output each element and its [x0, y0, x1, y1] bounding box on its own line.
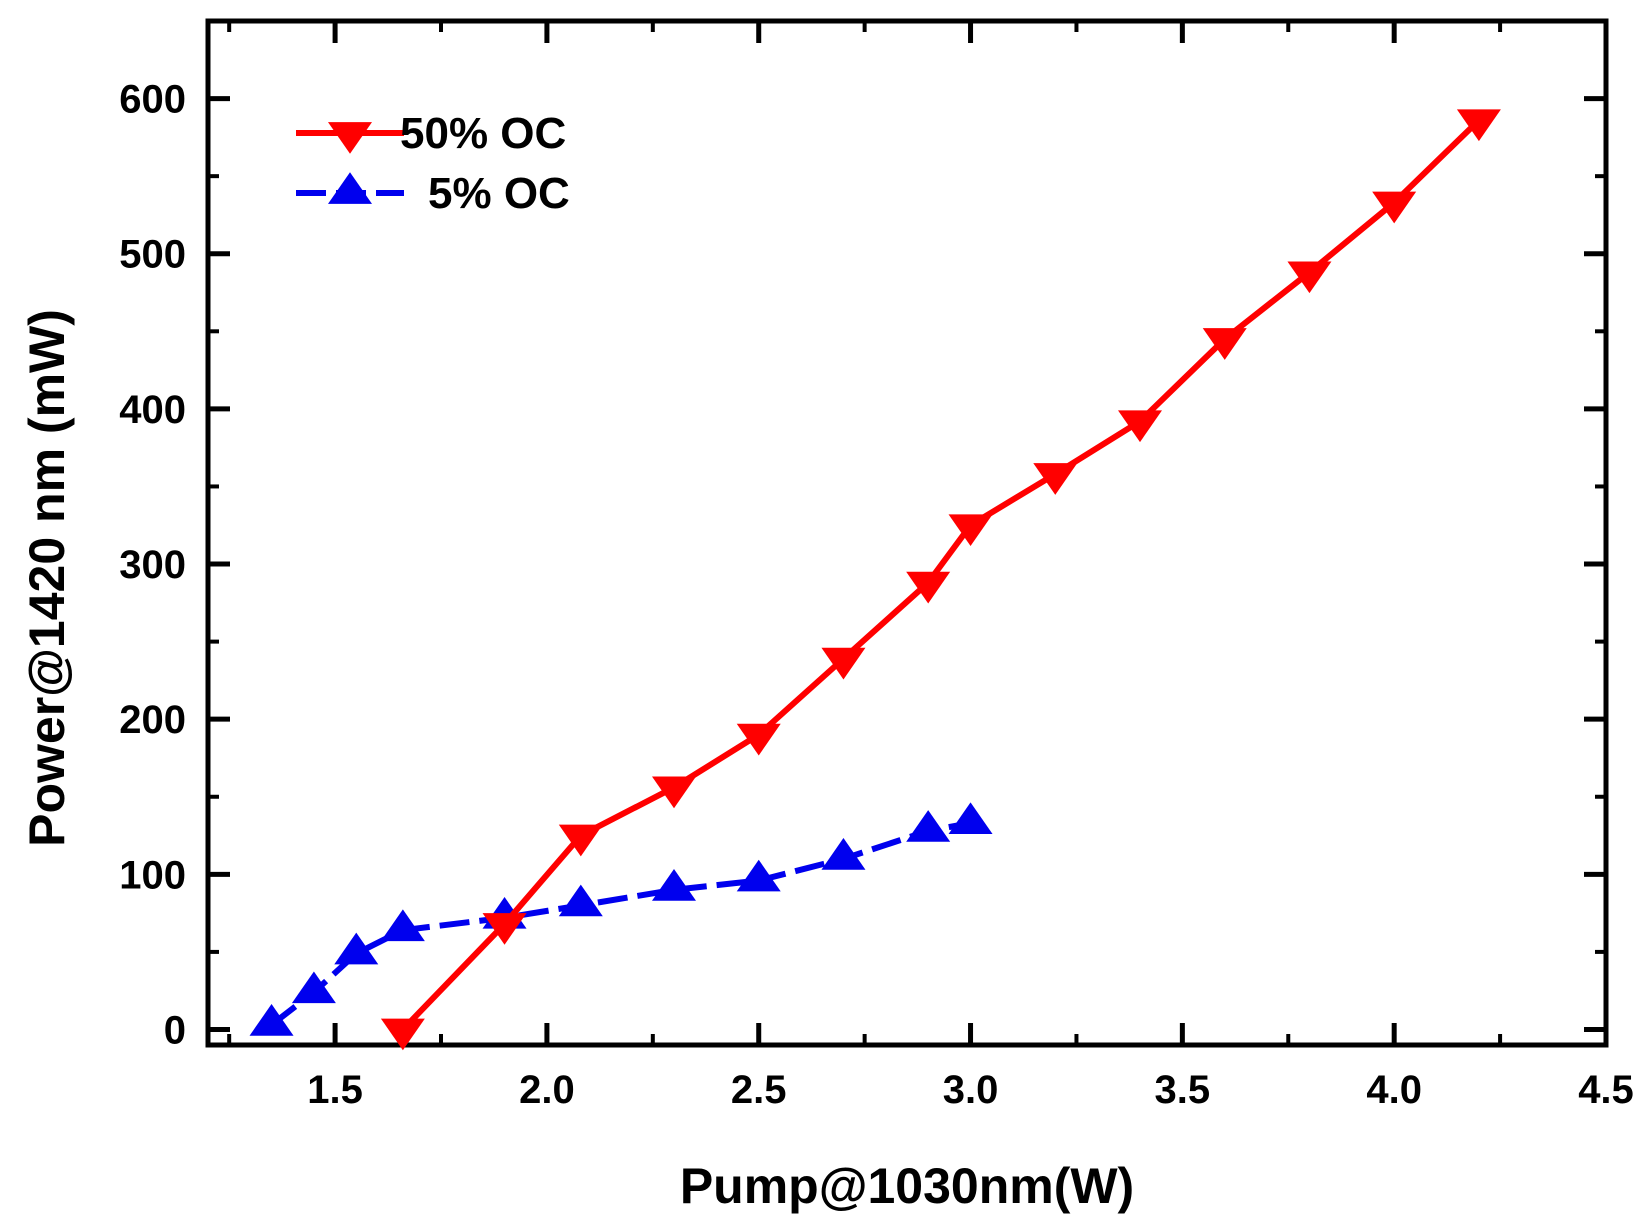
- data-point-5-oc: [906, 810, 951, 842]
- data-point-5-oc: [948, 802, 993, 835]
- tick-labels: 1.5 2.0 2.5 3.0 3.5 4.0 4.5 0 100 200 300 400 500 600: [119, 78, 1634, 1112]
- legend-marker: [328, 172, 372, 204]
- x-tick-label: 2.0: [519, 1068, 575, 1112]
- data-point-50-oc: [1033, 463, 1078, 495]
- y-axis-label: Power@1420 nm (mW): [19, 309, 75, 847]
- x-tick-label: 4.5: [1578, 1068, 1634, 1112]
- x-axis-label: Pump@1030nm(W): [680, 1158, 1134, 1214]
- data-point-50-oc: [1372, 191, 1417, 224]
- y-tick-label: 200: [119, 698, 186, 742]
- data-point-50-oc: [736, 723, 781, 756]
- data-point-5-oc: [291, 971, 336, 1004]
- data-point-5-oc: [380, 909, 425, 942]
- data-point-50-oc: [1202, 328, 1247, 360]
- data-point-50-oc: [906, 571, 951, 604]
- data-point-5-oc: [736, 859, 781, 892]
- ticks: [208, 21, 1609, 1045]
- data-point-50-oc: [380, 1018, 425, 1051]
- data-point-5-oc: [334, 932, 379, 965]
- series-layer: [249, 109, 1501, 1051]
- y-tick-label: 300: [119, 543, 186, 587]
- legend-marker: [328, 122, 372, 154]
- data-point-5-oc: [558, 884, 603, 917]
- y-tick-label: 0: [164, 1008, 186, 1052]
- data-point-5-oc: [249, 1004, 294, 1036]
- x-tick-label: 1.5: [307, 1068, 363, 1112]
- series-line-5-oc: [269, 820, 972, 1028]
- x-tick-label: 3.0: [943, 1068, 999, 1112]
- legend-label: 5% OC: [428, 169, 570, 218]
- x-tick-label: 2.5: [731, 1068, 787, 1112]
- data-point-50-oc: [1456, 109, 1501, 142]
- data-point-50-oc: [652, 776, 696, 809]
- data-point-50-oc: [821, 647, 866, 680]
- data-point-5-oc: [821, 838, 866, 870]
- legend: 50% OC 5% OC: [296, 109, 570, 218]
- y-tick-label: 400: [119, 388, 186, 432]
- data-point-50-oc: [1118, 410, 1162, 443]
- data-point-50-oc: [1287, 261, 1332, 294]
- y-tick-label: 100: [119, 853, 186, 897]
- x-tick-label: 4.0: [1366, 1068, 1422, 1112]
- legend-label: 50% OC: [400, 109, 566, 158]
- data-point-50-oc: [482, 913, 527, 945]
- x-tick-label: 3.5: [1155, 1068, 1211, 1112]
- data-point-50-oc: [558, 824, 603, 857]
- y-tick-label: 600: [119, 78, 186, 122]
- plot-frame: [205, 18, 1609, 1048]
- data-point-50-oc: [948, 514, 993, 547]
- y-tick-label: 500: [119, 233, 186, 277]
- data-point-5-oc: [652, 869, 696, 901]
